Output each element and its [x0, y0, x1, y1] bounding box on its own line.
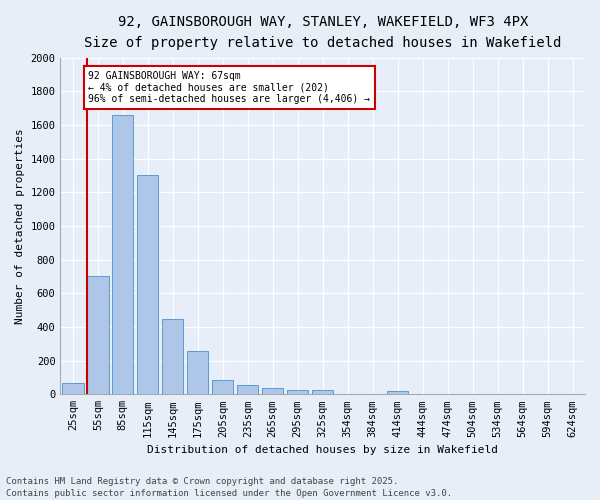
Y-axis label: Number of detached properties: Number of detached properties	[15, 128, 25, 324]
Text: Contains HM Land Registry data © Crown copyright and database right 2025.
Contai: Contains HM Land Registry data © Crown c…	[6, 476, 452, 498]
Bar	[287, 390, 308, 394]
Bar	[312, 390, 334, 394]
Bar	[212, 380, 233, 394]
Bar	[112, 115, 133, 394]
Bar	[187, 352, 208, 395]
Bar	[62, 384, 83, 394]
Bar	[387, 392, 408, 394]
Bar	[237, 385, 259, 394]
Bar	[162, 320, 184, 394]
Title: 92, GAINSBOROUGH WAY, STANLEY, WAKEFIELD, WF3 4PX
Size of property relative to d: 92, GAINSBOROUGH WAY, STANLEY, WAKEFIELD…	[84, 15, 562, 50]
X-axis label: Distribution of detached houses by size in Wakefield: Distribution of detached houses by size …	[147, 445, 498, 455]
Text: 92 GAINSBOROUGH WAY: 67sqm
← 4% of detached houses are smaller (202)
96% of semi: 92 GAINSBOROUGH WAY: 67sqm ← 4% of detac…	[88, 71, 370, 104]
Bar	[87, 276, 109, 394]
Bar	[262, 388, 283, 394]
Bar	[137, 174, 158, 394]
